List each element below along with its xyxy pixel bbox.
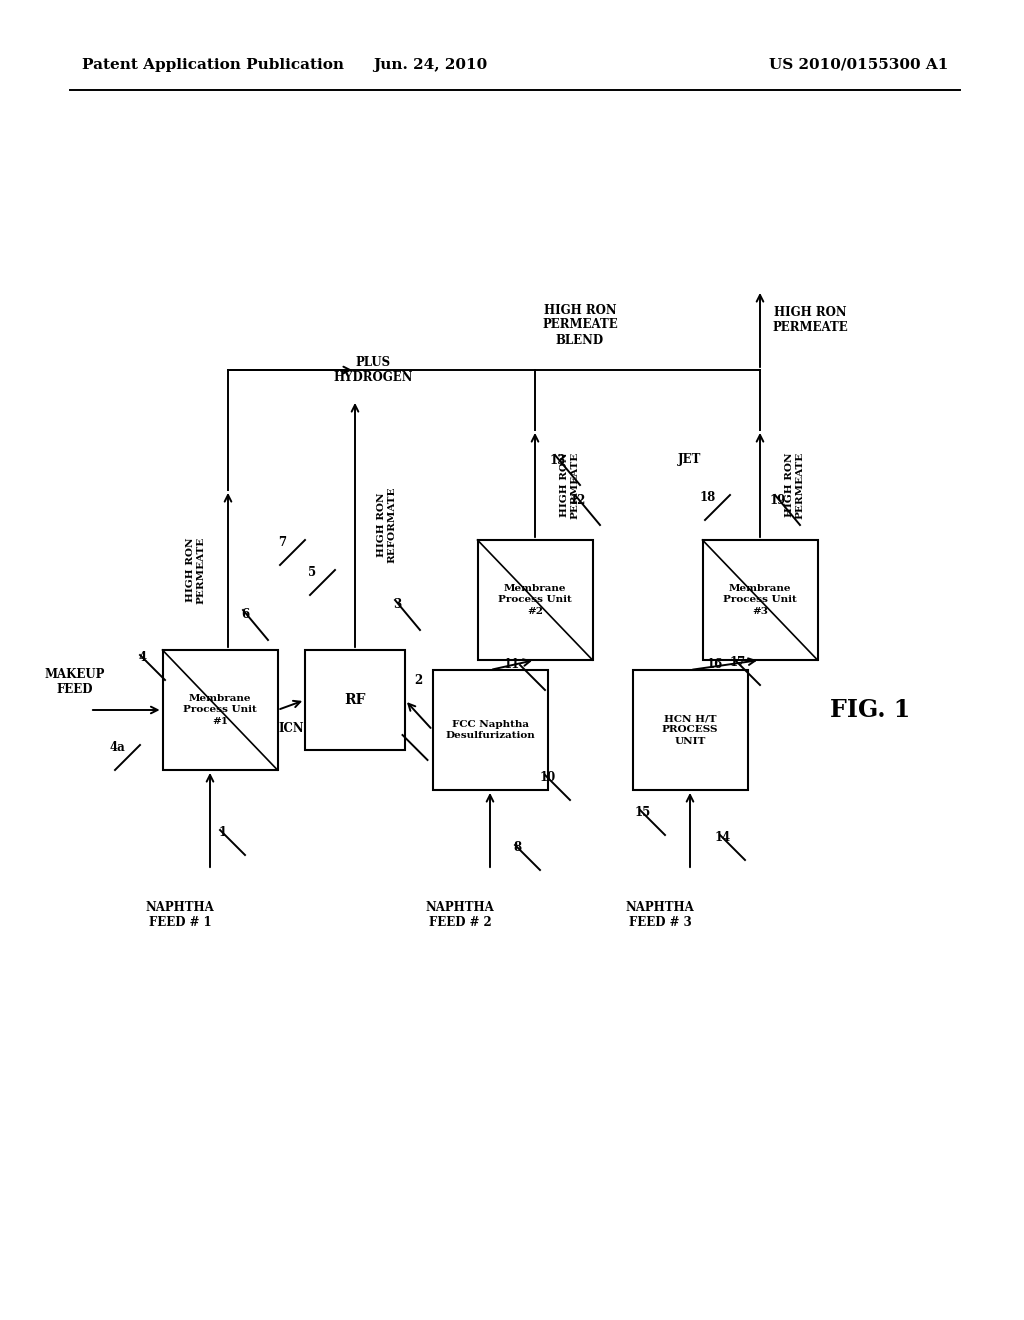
- Text: 7: 7: [279, 536, 287, 549]
- Text: Membrane
Process Unit
#1: Membrane Process Unit #1: [183, 694, 257, 726]
- Bar: [432, 671, 548, 789]
- Text: 12: 12: [569, 494, 586, 507]
- Text: NAPHTHA
FEED # 3: NAPHTHA FEED # 3: [626, 902, 694, 929]
- Text: 4a: 4a: [110, 741, 125, 754]
- Text: HIGH RON
REFORMATE: HIGH RON REFORMATE: [377, 487, 396, 564]
- Text: Jun. 24, 2010: Jun. 24, 2010: [373, 58, 487, 73]
- Text: 17: 17: [729, 656, 745, 669]
- Text: NAPHTHA
FEED # 2: NAPHTHA FEED # 2: [426, 902, 495, 929]
- Text: Patent Application Publication: Patent Application Publication: [82, 58, 344, 73]
- Text: 14: 14: [715, 832, 731, 843]
- Bar: [163, 649, 278, 770]
- Text: HIGH RON
PERMEATE: HIGH RON PERMEATE: [186, 536, 206, 603]
- Text: 6: 6: [242, 609, 250, 622]
- Text: Membrane
Process Unit
#2: Membrane Process Unit #2: [498, 585, 571, 615]
- Text: 10: 10: [540, 771, 556, 784]
- Text: PLUS
HYDROGEN: PLUS HYDROGEN: [333, 356, 413, 384]
- Bar: [633, 671, 748, 789]
- Text: HIGH RON
PERMEATE: HIGH RON PERMEATE: [772, 306, 848, 334]
- Text: MAKEUP
FEED: MAKEUP FEED: [45, 668, 105, 696]
- Text: HIGH RON
PERMEATE: HIGH RON PERMEATE: [785, 451, 805, 519]
- Text: Membrane
Process Unit
#3: Membrane Process Unit #3: [723, 585, 797, 615]
- Text: 16: 16: [707, 659, 723, 672]
- Text: HIGH RON
PERMEATE
BLEND: HIGH RON PERMEATE BLEND: [542, 304, 617, 346]
- Text: HIGH RON
PERMEATE: HIGH RON PERMEATE: [560, 451, 580, 519]
- Text: 5: 5: [308, 566, 316, 579]
- Text: 11: 11: [504, 659, 520, 672]
- Text: RF: RF: [344, 693, 366, 708]
- Text: 2: 2: [415, 673, 423, 686]
- Text: JET: JET: [678, 454, 701, 466]
- Text: FIG. 1: FIG. 1: [829, 698, 910, 722]
- Text: NAPHTHA
FEED # 1: NAPHTHA FEED # 1: [145, 902, 214, 929]
- Text: 18: 18: [699, 491, 716, 504]
- Text: US 2010/0155300 A1: US 2010/0155300 A1: [769, 58, 948, 73]
- Bar: [702, 540, 817, 660]
- Text: 13: 13: [549, 454, 565, 466]
- Text: FCC Naphtha
Desulfurization: FCC Naphtha Desulfurization: [445, 719, 535, 741]
- Bar: [305, 649, 406, 750]
- Text: ICN: ICN: [279, 722, 304, 734]
- Text: 19: 19: [769, 494, 785, 507]
- Text: 15: 15: [635, 807, 650, 818]
- Text: HCN H/T
PROCESS
UNIT: HCN H/T PROCESS UNIT: [662, 714, 718, 746]
- Text: 3: 3: [393, 598, 401, 611]
- Text: 8: 8: [513, 841, 521, 854]
- Text: 1: 1: [218, 826, 226, 840]
- Text: 4: 4: [138, 651, 146, 664]
- Bar: [477, 540, 593, 660]
